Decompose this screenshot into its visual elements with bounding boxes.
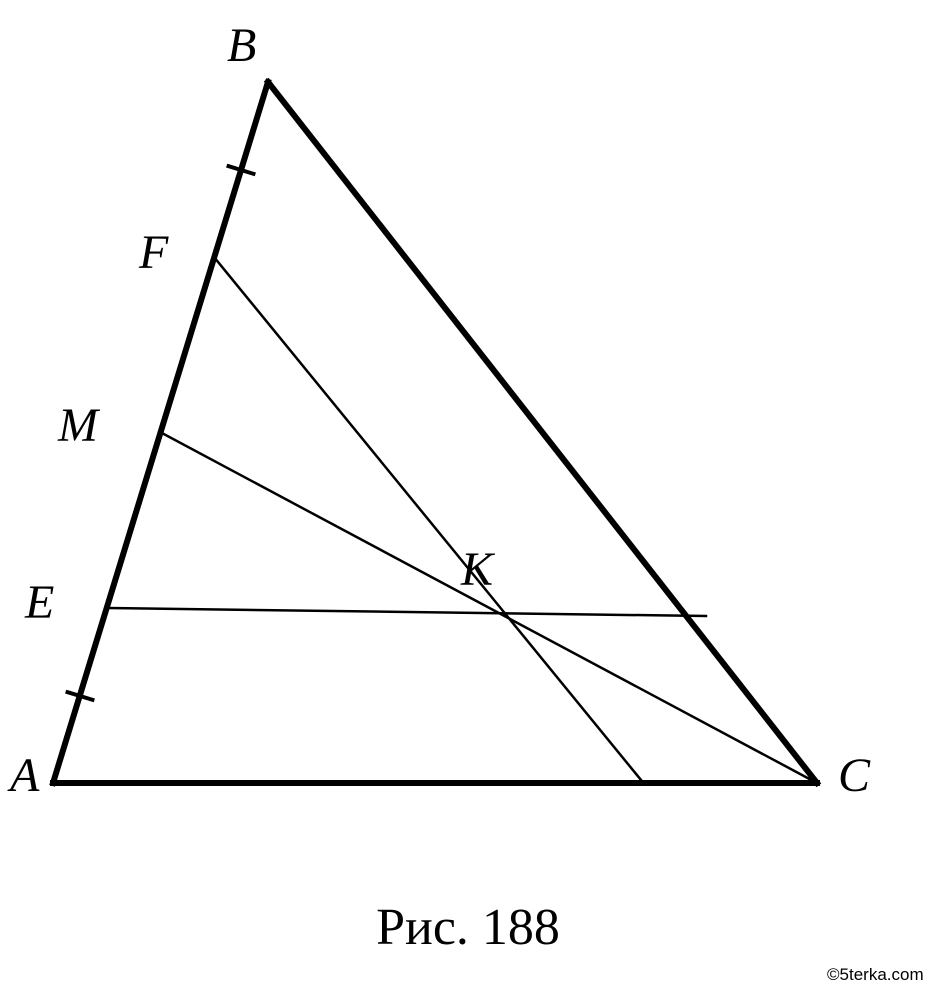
label-c: C [838,748,870,803]
line-ek [106,608,706,616]
watermark-text: ©5terka.com [827,965,924,985]
label-k: K [461,542,493,597]
label-f: F [139,225,168,280]
label-e: E [25,575,54,630]
figure-caption: Рис. 188 [0,898,936,957]
side-bc [268,82,817,783]
label-m: M [58,398,98,453]
line-fk [214,257,641,780]
label-b: B [227,18,256,73]
label-a: A [10,748,39,803]
line-mc [160,432,817,783]
geometry-canvas [0,0,936,993]
